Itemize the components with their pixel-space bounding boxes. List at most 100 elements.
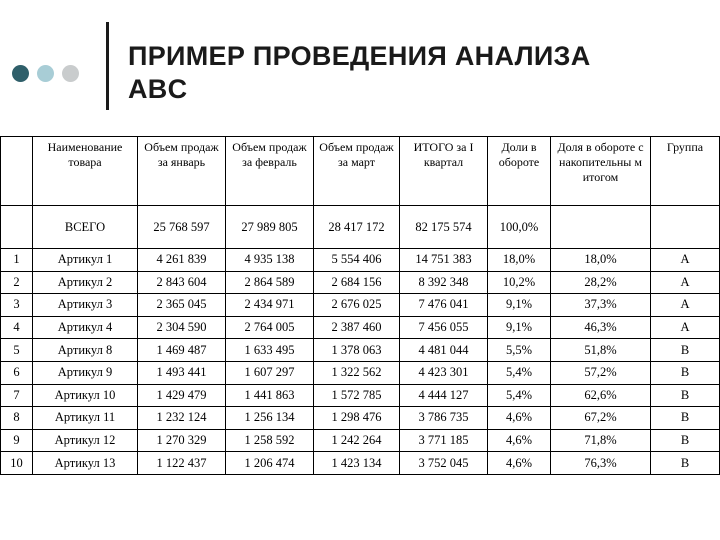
cell-product-name: Артикул 4 xyxy=(32,315,138,340)
cell-sales-february: 1 441 863 xyxy=(225,383,314,408)
cell-quarter-total: 4 423 301 xyxy=(399,360,488,385)
cell-product-name: Артикул 10 xyxy=(32,383,138,408)
cell-group: A xyxy=(650,315,720,340)
cell-turnover-share: 4,6% xyxy=(487,428,551,453)
cell-quarter-total: 7 476 041 xyxy=(399,293,488,317)
cell-cumulative-share: 67,2% xyxy=(550,406,651,430)
cell-turnover-share: 18,0% xyxy=(487,248,551,272)
cell-sales-february: 2 434 971 xyxy=(225,293,314,317)
abc-analysis-table: Наименование товара Объем продаж за январ… xyxy=(0,136,720,475)
decorative-dots xyxy=(12,65,79,82)
cell-turnover-share: 4,6% xyxy=(487,406,551,430)
cell-quarter-total: 3 786 735 xyxy=(399,406,488,430)
cell-product-name: Артикул 3 xyxy=(32,293,138,317)
cell-sales-march: 1 423 134 xyxy=(313,451,400,475)
cell-product-name: Артикул 12 xyxy=(32,428,138,453)
cell-row-number: 3 xyxy=(0,293,33,317)
cell-sales-january: 2 365 045 xyxy=(137,293,226,317)
cell-cumulative-share: 57,2% xyxy=(550,360,651,385)
cell-sales-march: 2 676 025 xyxy=(313,293,400,317)
cell-quarter-total: 7 456 055 xyxy=(399,315,488,340)
slide-title: ПРИМЕР ПРОВЕДЕНИЯ АНАЛИЗА ABC xyxy=(128,40,591,106)
total-group xyxy=(650,205,720,249)
cell-cumulative-share: 18,0% xyxy=(550,248,651,272)
table-header-row: Наименование товара Объем продаж за январ… xyxy=(0,136,720,206)
cell-row-number: 6 xyxy=(0,360,33,385)
total-cumulative-share xyxy=(550,205,651,249)
table-row: 9 Артикул 12 1 270 329 1 258 592 1 242 264 3 … xyxy=(0,428,720,453)
cell-turnover-share: 4,6% xyxy=(487,451,551,475)
cell-row-number: 8 xyxy=(0,406,33,430)
cell-row-number: 10 xyxy=(0,451,33,475)
cell-sales-january: 1 122 437 xyxy=(137,451,226,475)
cell-turnover-share: 10,2% xyxy=(487,270,551,295)
cell-sales-january: 1 270 329 xyxy=(137,428,226,453)
cell-product-name: Артикул 9 xyxy=(32,360,138,385)
cell-sales-january: 1 493 441 xyxy=(137,360,226,385)
cell-sales-february: 2 764 005 xyxy=(225,315,314,340)
header-product-name: Наименование товара xyxy=(32,136,138,206)
total-sales-january: 25 768 597 xyxy=(137,205,226,249)
cell-group: A xyxy=(650,248,720,272)
cell-quarter-total: 4 481 044 xyxy=(399,338,488,362)
header-sales-february: Объем продаж за февраль xyxy=(225,136,314,206)
cell-product-name: Артикул 2 xyxy=(32,270,138,295)
header-row-number xyxy=(0,136,33,206)
cell-quarter-total: 8 392 348 xyxy=(399,270,488,295)
cell-product-name: Артикул 1 xyxy=(32,248,138,272)
cell-sales-march: 1 298 476 xyxy=(313,406,400,430)
cell-sales-february: 1 258 592 xyxy=(225,428,314,453)
cell-sales-march: 1 572 785 xyxy=(313,383,400,408)
cell-cumulative-share: 76,3% xyxy=(550,451,651,475)
table-row: 7 Артикул 10 1 429 479 1 441 863 1 572 785 4 … xyxy=(0,383,720,408)
cell-turnover-share: 5,4% xyxy=(487,383,551,408)
cell-sales-march: 2 387 460 xyxy=(313,315,400,340)
cell-cumulative-share: 62,6% xyxy=(550,383,651,408)
cell-group: B xyxy=(650,406,720,430)
cell-sales-march: 2 684 156 xyxy=(313,270,400,295)
total-product-name: ВСЕГО xyxy=(32,205,138,249)
cell-group: B xyxy=(650,428,720,453)
cell-cumulative-share: 28,2% xyxy=(550,270,651,295)
table-row: 8 Артикул 11 1 232 124 1 256 134 1 298 476 3 … xyxy=(0,406,720,430)
cell-sales-february: 1 206 474 xyxy=(225,451,314,475)
cell-row-number: 9 xyxy=(0,428,33,453)
cell-sales-march: 1 242 264 xyxy=(313,428,400,453)
slide-title-line-2: ABC xyxy=(128,74,188,104)
table-row: 10 Артикул 13 1 122 437 1 206 474 1 423 134 3… xyxy=(0,451,720,475)
cell-sales-march: 1 378 063 xyxy=(313,338,400,362)
cell-sales-february: 1 256 134 xyxy=(225,406,314,430)
total-sales-february: 27 989 805 xyxy=(225,205,314,249)
total-quarter-total: 82 175 574 xyxy=(399,205,488,249)
cell-sales-january: 1 469 487 xyxy=(137,338,226,362)
cell-sales-february: 1 607 297 xyxy=(225,360,314,385)
cell-turnover-share: 9,1% xyxy=(487,315,551,340)
cell-group: B xyxy=(650,338,720,362)
cell-sales-january: 1 232 124 xyxy=(137,406,226,430)
cell-group: B xyxy=(650,360,720,385)
header-group: Группа xyxy=(650,136,720,206)
cell-row-number: 4 xyxy=(0,315,33,340)
cell-sales-february: 1 633 495 xyxy=(225,338,314,362)
cell-row-number: 7 xyxy=(0,383,33,408)
cell-product-name: Артикул 13 xyxy=(32,451,138,475)
header-cumulative-share: Доля в обороте с накопительны м итогом xyxy=(550,136,651,206)
cell-sales-february: 2 864 589 xyxy=(225,270,314,295)
cell-turnover-share: 9,1% xyxy=(487,293,551,317)
cell-row-number: 1 xyxy=(0,248,33,272)
light-blue-dot-icon xyxy=(37,65,54,82)
cell-quarter-total: 3 771 185 xyxy=(399,428,488,453)
total-row-number xyxy=(0,205,33,249)
header-sales-march: Объем продаж за март xyxy=(313,136,400,206)
cell-sales-january: 4 261 839 xyxy=(137,248,226,272)
cell-group: B xyxy=(650,451,720,475)
cell-cumulative-share: 37,3% xyxy=(550,293,651,317)
cell-group: A xyxy=(650,293,720,317)
table-total-row: ВСЕГО 25 768 597 27 989 805 28 417 172 82 17… xyxy=(0,205,720,249)
cell-quarter-total: 4 444 127 xyxy=(399,383,488,408)
title-divider xyxy=(106,22,109,110)
total-turnover-share: 100,0% xyxy=(487,205,551,249)
